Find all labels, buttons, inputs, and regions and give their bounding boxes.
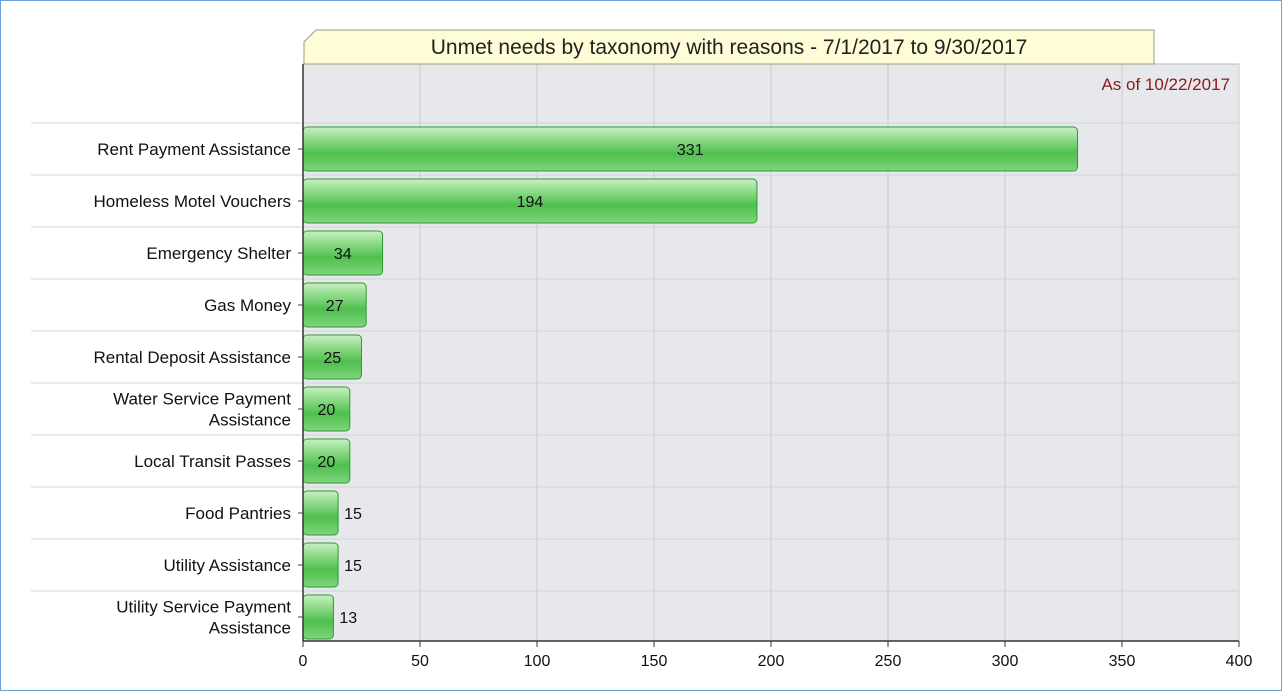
data-label: 15 (344, 506, 362, 523)
x-tick-label: 0 (299, 653, 308, 670)
category-label: Rental Deposit Assistance (94, 348, 292, 367)
category-label: Gas Money (204, 296, 291, 315)
category-label: Homeless Motel Vouchers (94, 192, 291, 211)
x-tick-label: 350 (1109, 653, 1136, 670)
data-label: 20 (318, 454, 336, 471)
chart-title: Unmet needs by taxonomy with reasons - 7… (431, 36, 1028, 59)
category-label: Utility Service Payment (116, 598, 291, 617)
x-tick-label: 400 (1226, 653, 1253, 670)
x-tick-label: 100 (524, 653, 551, 670)
x-tick-label: 250 (875, 653, 902, 670)
data-label: 20 (318, 402, 336, 419)
category-label: Rent Payment Assistance (97, 140, 291, 159)
category-label: Emergency Shelter (146, 244, 291, 263)
x-tick-label: 300 (992, 653, 1019, 670)
category-label: Local Transit Passes (134, 452, 291, 471)
category-label: Utility Assistance (163, 556, 291, 575)
data-label: 331 (677, 142, 704, 159)
bar (302, 490, 339, 536)
bar (302, 542, 339, 588)
x-tick-label: 50 (411, 653, 429, 670)
data-label: 25 (323, 350, 341, 367)
chart-title-box: Unmet needs by taxonomy with reasons - 7… (303, 29, 1155, 65)
category-label: Food Pantries (185, 504, 291, 523)
data-label: 13 (339, 610, 357, 627)
data-label: 15 (344, 558, 362, 575)
category-label: Assistance (209, 619, 291, 638)
chart-subtitle: As of 10/22/2017 (1101, 75, 1230, 94)
category-label: Assistance (209, 411, 291, 430)
category-label: Water Service Payment (113, 390, 291, 409)
x-tick-label: 150 (641, 653, 668, 670)
data-label: 194 (517, 194, 544, 211)
data-label: 27 (326, 298, 344, 315)
x-tick-label: 200 (758, 653, 785, 670)
data-label: 34 (334, 246, 352, 263)
bar (302, 594, 334, 640)
